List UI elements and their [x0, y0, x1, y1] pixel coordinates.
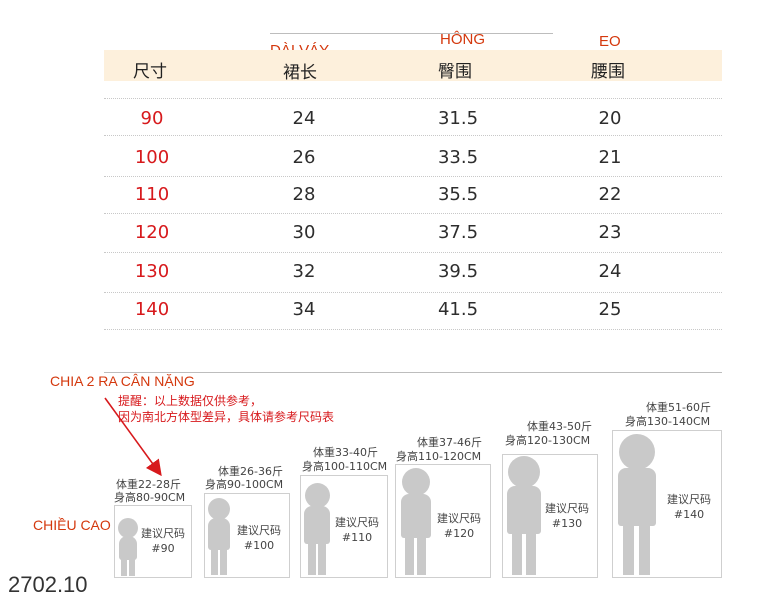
- guide-size: #100: [243, 539, 275, 552]
- guide-label: 建议尺码: [545, 502, 589, 515]
- row-divider: [104, 292, 722, 293]
- arrow-icon: [104, 397, 162, 477]
- row-divider: [104, 213, 722, 214]
- guide-height: 身高110-120CM: [396, 450, 482, 463]
- cell-waist: 24: [598, 261, 622, 282]
- cell-waist: 20: [598, 108, 622, 129]
- note-line-2: 因为南北方体型差异，具体请参考尺码表: [118, 410, 335, 424]
- guide-weight: 体重22-28斤: [116, 478, 181, 491]
- cell-length: 28: [292, 184, 316, 205]
- guide-label: 建议尺码: [437, 512, 481, 525]
- cell-size: 120: [134, 222, 170, 243]
- row-divider: [104, 329, 722, 330]
- child-silhouette: [397, 468, 435, 576]
- annotation-height-vn: CHIỀU CAO: [33, 517, 111, 533]
- cell-length: 32: [292, 261, 316, 282]
- cell-size: 140: [134, 299, 170, 320]
- guide-weight: 体重51-60斤: [646, 401, 711, 414]
- cell-size: 90: [140, 108, 164, 129]
- guide-label: 建议尺码: [335, 516, 379, 529]
- cell-length: 30: [292, 222, 316, 243]
- cell-hip: 35.5: [437, 184, 479, 205]
- guide-height: 身高120-130CM: [505, 434, 591, 447]
- cell-hip: 39.5: [437, 261, 479, 282]
- table-header-band: [104, 50, 722, 81]
- guide-weight: 体重43-50斤: [527, 420, 592, 433]
- header-length: 裙长: [283, 63, 317, 83]
- cell-length: 34: [292, 299, 316, 320]
- cell-hip: 41.5: [437, 299, 479, 320]
- top-divider: [270, 33, 553, 34]
- child-silhouette: [301, 483, 333, 576]
- guide-weight: 体重37-46斤: [417, 436, 482, 449]
- guide-size: #90: [151, 542, 175, 555]
- child-silhouette: [205, 498, 233, 576]
- guide-height: 身高80-90CM: [114, 491, 186, 504]
- section-divider: [104, 372, 722, 373]
- guide-size: #140: [673, 508, 705, 521]
- row-divider: [104, 98, 722, 99]
- cell-waist: 21: [598, 147, 622, 168]
- cell-waist: 23: [598, 222, 622, 243]
- child-silhouette: [503, 456, 545, 576]
- size-box-90: [114, 505, 192, 578]
- guide-height: 身高100-110CM: [302, 460, 388, 473]
- row-divider: [104, 176, 722, 177]
- guide-weight: 体重26-36斤: [218, 465, 283, 478]
- header-hip: 臀围: [438, 62, 472, 82]
- cell-waist: 25: [598, 299, 622, 320]
- cell-length: 24: [292, 108, 316, 129]
- child-silhouette: [116, 518, 140, 578]
- guide-height: 身高130-140CM: [625, 415, 711, 428]
- cell-size: 110: [134, 184, 170, 205]
- guide-weight: 体重33-40斤: [313, 446, 378, 459]
- note-line-1: 提醒：以上数据仅供参考，: [118, 394, 263, 408]
- guide-size: #120: [443, 527, 475, 540]
- annotation-hip-vn: HÔNG: [440, 31, 485, 48]
- header-size: 尺寸: [133, 62, 167, 82]
- guide-label: 建议尺码: [141, 527, 185, 540]
- cell-size: 130: [134, 261, 170, 282]
- cell-hip: 31.5: [437, 108, 479, 129]
- cell-size: 100: [134, 147, 170, 168]
- product-code: 2702.10: [8, 572, 88, 597]
- guide-label: 建议尺码: [667, 493, 711, 506]
- annotation-weight-vn: CHIA 2 RA CÂN NẶNG: [50, 373, 195, 389]
- guide-size: #130: [551, 517, 583, 530]
- child-silhouette: [614, 434, 660, 576]
- cell-length: 26: [292, 147, 316, 168]
- annotation-waist-vn: EO: [599, 33, 621, 50]
- cell-hip: 37.5: [437, 222, 479, 243]
- guide-height: 身高90-100CM: [205, 478, 284, 491]
- cell-waist: 22: [598, 184, 622, 205]
- cell-hip: 33.5: [437, 147, 479, 168]
- guide-size: #110: [341, 531, 373, 544]
- header-waist: 腰围: [591, 62, 625, 82]
- row-divider: [104, 135, 722, 136]
- row-divider: [104, 252, 722, 253]
- guide-label: 建议尺码: [237, 524, 281, 537]
